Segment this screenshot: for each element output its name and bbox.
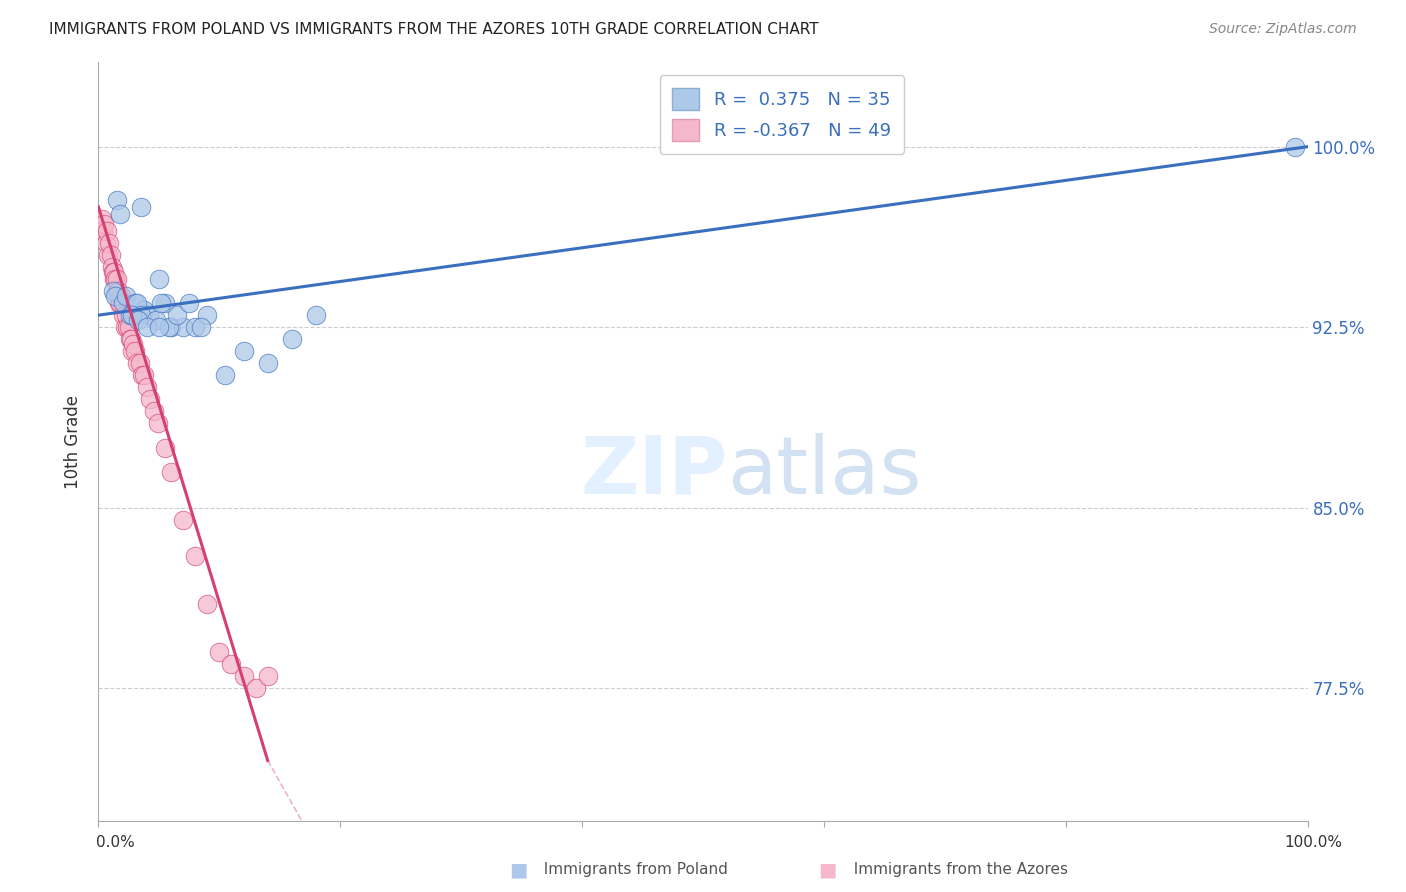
Point	[281, 332, 304, 346]
Point	[118, 332, 141, 346]
Point	[91, 224, 114, 238]
Point	[117, 320, 139, 334]
Point	[129, 200, 152, 214]
Point	[96, 224, 118, 238]
Point	[148, 320, 170, 334]
Point	[100, 260, 122, 274]
Point	[139, 392, 162, 407]
Point	[1284, 139, 1306, 153]
Point	[93, 217, 115, 231]
Point	[232, 344, 254, 359]
Point	[91, 211, 114, 226]
Point	[153, 296, 176, 310]
Point	[157, 320, 180, 334]
Point	[305, 308, 328, 322]
Point	[214, 368, 236, 383]
Point	[172, 320, 194, 334]
Point	[124, 296, 146, 310]
Point	[110, 289, 132, 303]
Point	[108, 296, 131, 310]
Point	[112, 296, 135, 310]
Point	[138, 308, 160, 322]
Point	[184, 549, 207, 563]
Point	[195, 308, 218, 322]
Point	[195, 597, 218, 611]
Point	[104, 289, 127, 303]
Point	[134, 303, 156, 318]
Point	[121, 344, 143, 359]
Point	[108, 207, 131, 221]
Point	[190, 320, 212, 334]
Text: atlas: atlas	[727, 433, 921, 510]
Text: ■: ■	[818, 860, 837, 880]
Point	[160, 465, 183, 479]
Point	[115, 289, 138, 303]
Point	[148, 272, 170, 286]
Point	[145, 313, 167, 327]
Y-axis label: 10th Grade: 10th Grade	[65, 394, 83, 489]
Point	[98, 235, 121, 250]
Point	[146, 417, 169, 431]
Point	[150, 296, 173, 310]
Point	[105, 284, 128, 298]
Point	[127, 356, 149, 370]
Point	[103, 272, 125, 286]
Point	[208, 645, 231, 659]
Text: 100.0%: 100.0%	[1285, 836, 1343, 850]
Point	[179, 296, 201, 310]
Point	[107, 284, 129, 298]
Point	[127, 296, 149, 310]
Point	[135, 320, 157, 334]
Point	[94, 235, 117, 250]
Point	[101, 284, 124, 298]
Text: IMMIGRANTS FROM POLAND VS IMMIGRANTS FROM THE AZORES 10TH GRADE CORRELATION CHAR: IMMIGRANTS FROM POLAND VS IMMIGRANTS FRO…	[49, 22, 818, 37]
Point	[135, 380, 157, 394]
Point	[232, 669, 254, 683]
Point	[118, 308, 141, 322]
Text: Source: ZipAtlas.com: Source: ZipAtlas.com	[1209, 22, 1357, 37]
Point	[100, 248, 122, 262]
Point	[256, 356, 278, 370]
Point	[105, 193, 128, 207]
Text: Immigrants from the Azores: Immigrants from the Azores	[844, 863, 1067, 877]
Point	[153, 441, 176, 455]
Point	[128, 356, 150, 370]
Text: ZIP: ZIP	[579, 433, 727, 510]
Point	[184, 320, 207, 334]
Text: Immigrants from Poland: Immigrants from Poland	[534, 863, 728, 877]
Point	[131, 368, 153, 383]
Text: 0.0%: 0.0%	[96, 836, 135, 850]
Point	[101, 265, 124, 279]
Point	[103, 265, 125, 279]
Point	[114, 320, 136, 334]
Point	[134, 368, 156, 383]
Point	[104, 272, 127, 286]
Legend: R =  0.375   N = 35, R = -0.367   N = 49: R = 0.375 N = 35, R = -0.367 N = 49	[659, 75, 904, 153]
Point	[124, 344, 146, 359]
Point	[111, 296, 134, 310]
Point	[118, 320, 141, 334]
Point	[160, 320, 183, 334]
Point	[127, 313, 149, 327]
Point	[245, 681, 267, 696]
Point	[105, 272, 128, 286]
Point	[107, 289, 129, 303]
Point	[143, 404, 166, 418]
Point	[121, 308, 143, 322]
Point	[129, 308, 152, 322]
Point	[108, 296, 131, 310]
Point	[97, 248, 120, 262]
Point	[115, 308, 138, 322]
Point	[111, 308, 134, 322]
Point	[256, 669, 278, 683]
Point	[122, 337, 145, 351]
Point	[166, 308, 188, 322]
Point	[172, 513, 194, 527]
Point	[221, 657, 243, 672]
Text: ■: ■	[509, 860, 527, 880]
Point	[120, 332, 142, 346]
